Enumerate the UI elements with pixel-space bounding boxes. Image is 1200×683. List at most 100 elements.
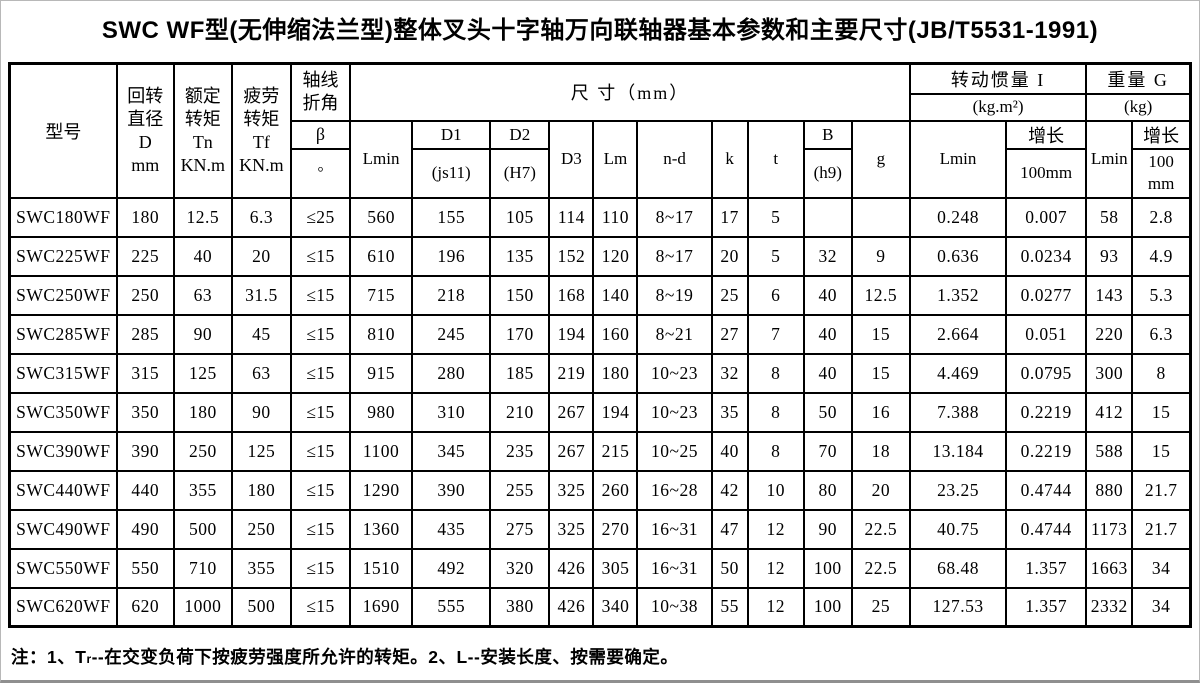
header-d2: D2	[489, 119, 551, 150]
value-cell: 40	[802, 352, 853, 394]
value-cell: 555	[411, 586, 492, 628]
header-weight-growth: 增长	[1131, 119, 1192, 150]
model-cell: SWC440WF	[8, 469, 118, 511]
value-cell: ≤15	[289, 508, 352, 550]
value-cell: 426	[548, 586, 595, 628]
value-cell: 225	[115, 235, 175, 277]
value-cell: ≤15	[289, 313, 352, 355]
value-cell: 5	[746, 196, 805, 238]
table-row: SWC550WF 550 710 355 ≤15 1510 492 320 426 305 16~3…	[8, 547, 1192, 589]
value-cell: 218	[411, 274, 492, 316]
value-cell: 12	[746, 508, 805, 550]
value-cell: 31.5	[230, 274, 292, 316]
value-cell: 25	[850, 586, 911, 628]
value-cell: 20	[850, 469, 911, 511]
value-cell: 0.007	[1005, 196, 1088, 238]
value-cell: 125	[230, 430, 292, 472]
value-cell: 40	[802, 313, 853, 355]
value-cell: 55	[710, 586, 749, 628]
value-cell: 235	[489, 430, 551, 472]
value-cell: 320	[489, 547, 551, 589]
header-g: g	[850, 119, 911, 199]
value-cell: 70	[802, 430, 853, 472]
header-inertia-group: 转动惯量 I	[908, 62, 1088, 95]
value-cell: 40	[710, 430, 749, 472]
value-cell: 194	[592, 391, 639, 433]
value-cell: 280	[411, 352, 492, 394]
value-cell: 6.3	[1131, 313, 1192, 355]
value-cell: 20	[710, 235, 749, 277]
value-cell: 8~19	[636, 274, 713, 316]
value-cell: 50	[802, 391, 853, 433]
value-cell: 16~31	[636, 508, 713, 550]
value-cell: 10~23	[636, 352, 713, 394]
value-cell: 8~17	[636, 196, 713, 238]
value-cell: 490	[115, 508, 175, 550]
value-cell: 143	[1085, 274, 1134, 316]
value-cell: 325	[548, 469, 595, 511]
value-cell: 215	[592, 430, 639, 472]
value-cell: 315	[115, 352, 175, 394]
value-cell: 1173	[1085, 508, 1134, 550]
value-cell: 6.3	[230, 196, 292, 238]
model-cell: SWC180WF	[8, 196, 118, 238]
value-cell	[802, 196, 853, 238]
header-model: 型号	[8, 62, 118, 199]
header-inertia-growth: 增长	[1005, 119, 1088, 150]
value-cell: 63	[230, 352, 292, 394]
table-row: SWC490WF 490 500 250 ≤15 1360 435 275 325 270 16~3…	[8, 508, 1192, 550]
value-cell: 300	[1085, 352, 1134, 394]
value-cell: 245	[411, 313, 492, 355]
header-weight-group: 重量 G	[1085, 62, 1192, 95]
table-row: SWC180WF 180 12.5 6.3 ≤25 560 155 105 114 110 8~17…	[8, 196, 1192, 238]
spec-table-body: SWC180WF 180 12.5 6.3 ≤25 560 155 105 114 110 8~17…	[8, 196, 1192, 628]
value-cell: 610	[349, 235, 414, 277]
value-cell	[850, 196, 911, 238]
value-cell: 194	[548, 313, 595, 355]
value-cell: 915	[349, 352, 414, 394]
value-cell: 1663	[1085, 547, 1134, 589]
header-inertia-unit: (kg.m²)	[908, 92, 1088, 122]
value-cell: 120	[592, 235, 639, 277]
value-cell: 18	[850, 430, 911, 472]
value-cell: 7.388	[908, 391, 1008, 433]
model-cell: SWC250WF	[8, 274, 118, 316]
value-cell: 21.7	[1131, 469, 1192, 511]
value-cell: 15	[1131, 430, 1192, 472]
value-cell: 588	[1085, 430, 1134, 472]
value-cell: 310	[411, 391, 492, 433]
value-cell: 9	[850, 235, 911, 277]
value-cell: 345	[411, 430, 492, 472]
header-fatigue-torque: 疲劳 转矩 Tf KN.m	[230, 62, 292, 199]
header-d3: D3	[548, 119, 595, 199]
value-cell: 21.7	[1131, 508, 1192, 550]
value-cell: 275	[489, 508, 551, 550]
value-cell: 16~31	[636, 547, 713, 589]
header-dimensions-group: 尺 寸（mm）	[349, 62, 911, 122]
value-cell: 10	[746, 469, 805, 511]
value-cell: 160	[592, 313, 639, 355]
value-cell: 880	[1085, 469, 1134, 511]
value-cell: 17	[710, 196, 749, 238]
value-cell: 440	[115, 469, 175, 511]
value-cell: 492	[411, 547, 492, 589]
value-cell: 185	[489, 352, 551, 394]
value-cell: 10~23	[636, 391, 713, 433]
value-cell: 8~17	[636, 235, 713, 277]
header-nd: n-d	[636, 119, 713, 199]
value-cell: 2.8	[1131, 196, 1192, 238]
value-cell: 1.357	[1005, 547, 1088, 589]
value-cell: 8~21	[636, 313, 713, 355]
value-cell: 15	[850, 352, 911, 394]
value-cell: ≤15	[289, 430, 352, 472]
table-row: SWC315WF 315 125 63 ≤15 915 280 185 219 180 10~23 3…	[8, 352, 1192, 394]
value-cell: 110	[592, 196, 639, 238]
value-cell: 15	[1131, 391, 1192, 433]
value-cell: 1.357	[1005, 586, 1088, 628]
value-cell: 6	[746, 274, 805, 316]
header-d1-tolerance: (js11)	[411, 147, 492, 199]
value-cell: 4.469	[908, 352, 1008, 394]
value-cell: 550	[115, 547, 175, 589]
value-cell: 435	[411, 508, 492, 550]
